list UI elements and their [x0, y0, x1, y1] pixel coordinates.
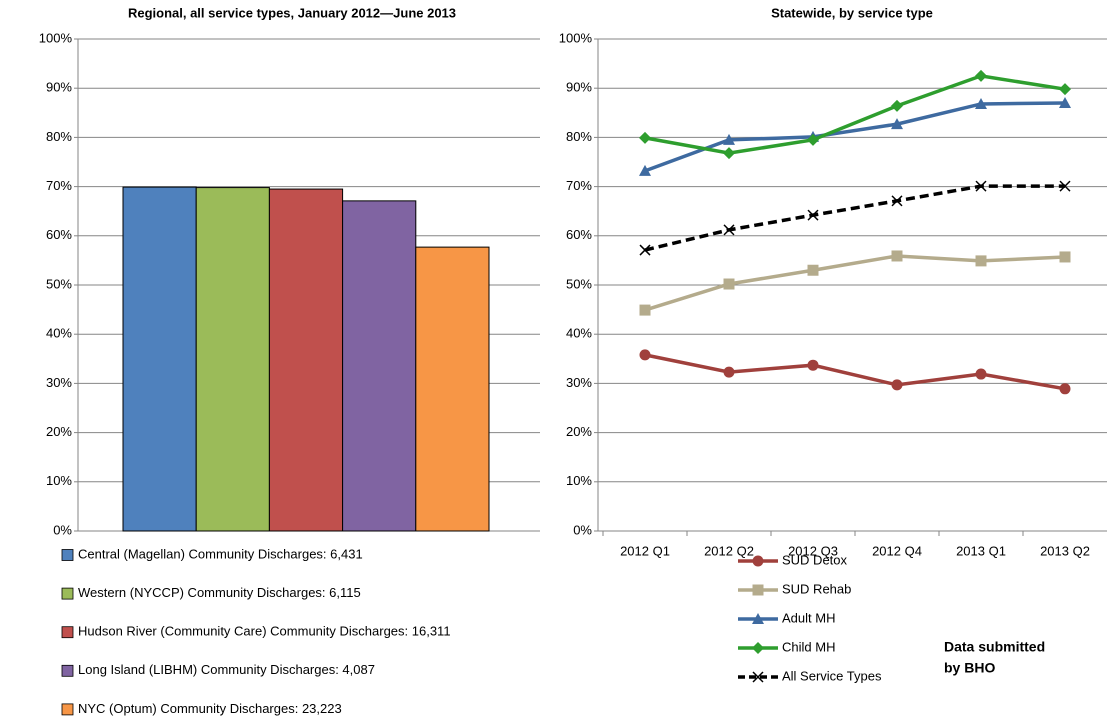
series-line [644, 184, 1065, 252]
legend-marker [752, 555, 764, 567]
y-tick-label: 80% [46, 129, 72, 144]
legend-swatch [61, 703, 74, 716]
legend-label: All Service Types [782, 668, 882, 683]
legend-label: Western (NYCCP) Community Discharges: 6,… [78, 585, 361, 600]
annotation: Data submitted [944, 639, 1045, 655]
bar [342, 200, 417, 532]
series-line [644, 74, 1066, 155]
y-tick-label: 50% [566, 276, 592, 291]
legend-label: Central (Magellan) Community Discharges:… [78, 546, 363, 561]
data-point [723, 147, 735, 160]
data-point [723, 133, 735, 145]
y-tick-label: 70% [566, 178, 592, 193]
data-point [891, 379, 903, 391]
y-tick-label: 40% [46, 326, 72, 341]
data-point [975, 69, 987, 82]
y-tick-label: 0% [53, 522, 72, 537]
data-point [639, 304, 651, 316]
annotation: by BHO [944, 660, 995, 676]
y-tick-label: 10% [46, 473, 72, 488]
y-tick-label: 30% [46, 375, 72, 390]
y-tick-label: 60% [46, 227, 72, 242]
legend-marker [752, 584, 764, 596]
data-point [891, 195, 903, 207]
legend-swatch [61, 626, 74, 639]
data-point [891, 99, 903, 112]
y-tick-label: 70% [46, 178, 72, 193]
legend-marker [752, 642, 764, 654]
data-point [807, 264, 819, 276]
data-point [1059, 83, 1071, 96]
legend-label: SUD Detox [782, 552, 848, 567]
x-tick-label: 2012 Q2 [704, 543, 754, 558]
legend-label: Hudson River (Community Care) Community … [78, 624, 451, 639]
data-point [891, 250, 903, 262]
y-tick-label: 30% [566, 375, 592, 390]
x-tick-label: 2012 Q4 [872, 543, 922, 558]
data-point [639, 131, 651, 144]
x-tick-label: 2012 Q1 [620, 543, 670, 558]
data-point [723, 366, 735, 378]
y-tick-label: 90% [566, 80, 592, 95]
data-point [723, 278, 735, 290]
y-tick-label: 100% [39, 30, 73, 45]
series-line [644, 353, 1066, 391]
data-point [807, 359, 819, 371]
legend-swatch [61, 549, 74, 561]
legend-label: NYC (Optum) Community Discharges: 23,223 [78, 701, 342, 716]
legend-label: Child MH [782, 639, 835, 654]
x-tick-label: 2013 Q1 [956, 543, 1006, 558]
bar [122, 186, 197, 532]
legend-swatch [61, 664, 74, 677]
y-tick-label: 40% [566, 326, 592, 341]
series-line [644, 254, 1066, 312]
data-point [975, 97, 987, 109]
legend-swatch [61, 587, 74, 600]
data-point [1059, 383, 1071, 395]
bar [195, 187, 270, 532]
legend-marker [752, 613, 764, 624]
y-tick-label: 80% [566, 129, 592, 144]
y-tick-label: 20% [566, 424, 592, 439]
y-tick-label: 90% [46, 80, 72, 95]
legend-label: SUD Rehab [782, 581, 851, 596]
legend-marker [752, 671, 764, 683]
chart-title: Regional, all service types, January 201… [128, 5, 456, 20]
x-tick-label: 2013 Q2 [1040, 543, 1090, 558]
x-tick-label: 2012 Q3 [788, 543, 838, 558]
bar [415, 246, 490, 532]
legend-label: Adult MH [782, 610, 835, 625]
data-point [807, 133, 819, 146]
data-point [975, 368, 987, 380]
data-point [639, 244, 651, 256]
data-point [975, 255, 987, 267]
data-point [975, 180, 987, 192]
data-point [1059, 251, 1071, 263]
bar [268, 188, 344, 532]
data-point [1059, 180, 1071, 192]
legend-label: Long Island (LIBHM) Community Discharges… [78, 662, 375, 677]
series-line [644, 101, 1066, 173]
data-point [639, 164, 651, 176]
y-tick-label: 20% [46, 424, 72, 439]
y-tick-label: 60% [566, 227, 592, 242]
data-point [723, 224, 735, 236]
y-tick-label: 0% [573, 522, 592, 537]
data-point [639, 349, 651, 361]
y-tick-label: 10% [566, 473, 592, 488]
data-point [891, 118, 903, 130]
chart-title: Statewide, by service type [771, 5, 933, 20]
data-point [1059, 96, 1071, 108]
y-tick-label: 100% [559, 30, 593, 45]
data-point [807, 209, 819, 221]
y-tick-label: 50% [46, 276, 72, 291]
